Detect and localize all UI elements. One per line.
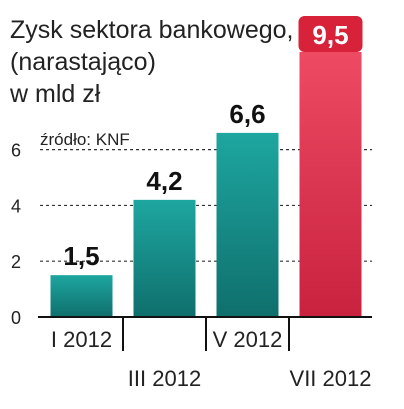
axes: 0 2 4 6 I 2012 III 2012 V 2012 VII 2012: [11, 141, 372, 391]
x-tick-label: VII 2012: [290, 366, 372, 391]
bar: [50, 275, 113, 317]
bar: [216, 132, 279, 317]
value-label: 1,5: [63, 241, 99, 271]
y-tick-label: 2: [11, 252, 21, 272]
x-tick-label: V 2012: [213, 327, 283, 352]
value-badge: [298, 16, 363, 52]
value-label: 4,2: [146, 166, 182, 196]
chart-title-line-3: w mld zł: [9, 80, 101, 108]
y-tick-label: 0: [11, 308, 21, 328]
chart-title-line-2: (narastająco): [10, 48, 156, 76]
y-tick-label: 4: [11, 196, 21, 216]
x-tick-label: III 2012: [128, 366, 201, 391]
bars: 1,5 4,2 6,6 9,5: [50, 16, 363, 317]
bar: [133, 199, 196, 317]
y-tick-label: 6: [11, 141, 21, 161]
x-tick-label: I 2012: [51, 327, 112, 352]
value-label: 9,5: [312, 20, 348, 50]
source-label: źródło: KNF: [40, 130, 130, 149]
value-label: 6,6: [229, 99, 265, 129]
chart-title-line-1: Zysk sektora bankowego,: [10, 16, 293, 44]
bar-highlight: [299, 52, 362, 317]
